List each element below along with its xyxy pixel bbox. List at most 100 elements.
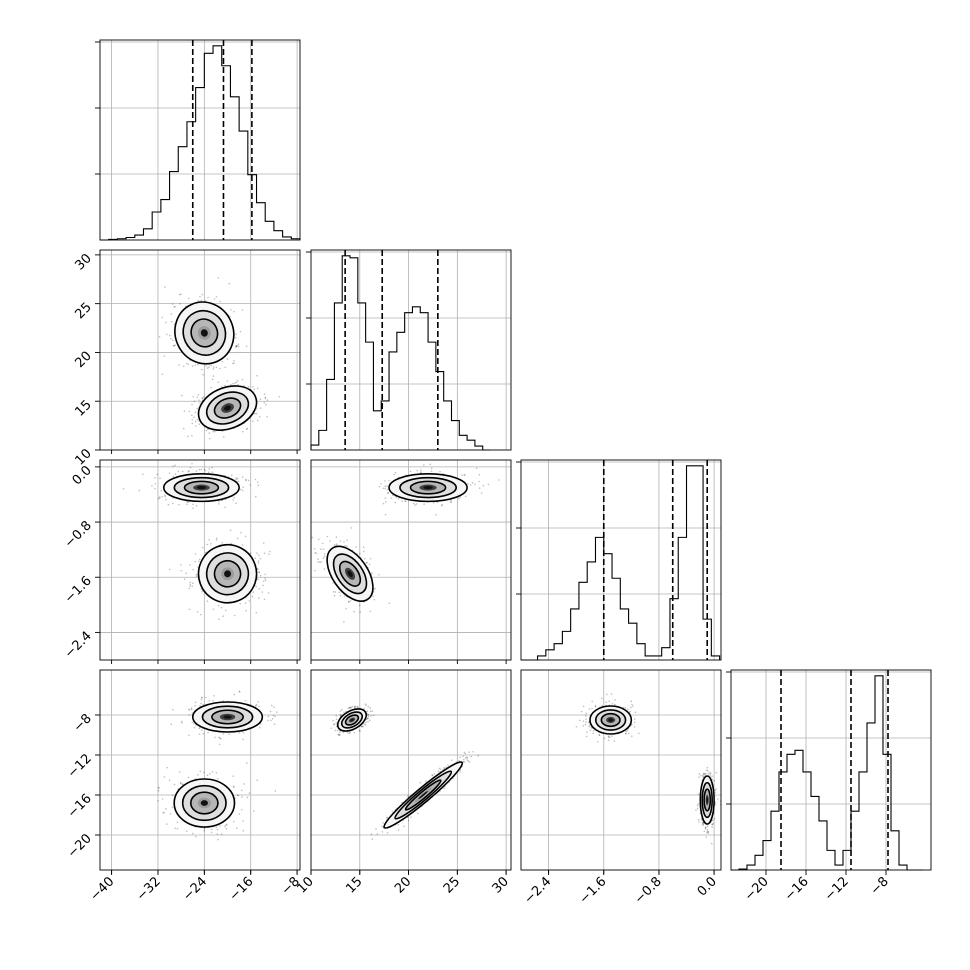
scatter-point bbox=[439, 768, 442, 771]
scatter-point bbox=[601, 705, 603, 707]
scatter-point bbox=[206, 774, 209, 777]
scatter-point bbox=[267, 592, 270, 594]
scatter-point bbox=[716, 798, 719, 800]
scatter-point bbox=[202, 703, 204, 706]
scatter-point bbox=[629, 710, 631, 713]
scatter-point bbox=[262, 542, 265, 544]
scatter-point bbox=[231, 362, 234, 365]
scatter-point bbox=[254, 412, 256, 415]
scatter-point bbox=[158, 335, 161, 338]
panel-frame bbox=[310, 249, 512, 451]
scatter-point bbox=[201, 397, 203, 400]
scatter-point bbox=[335, 718, 338, 721]
scatter-point bbox=[185, 830, 188, 833]
scatter-point bbox=[196, 407, 199, 410]
scatter-point bbox=[472, 750, 474, 753]
scatter-point bbox=[164, 286, 166, 288]
scatter-point bbox=[323, 555, 326, 558]
scatter-point bbox=[215, 296, 218, 298]
scatter-point bbox=[241, 378, 244, 381]
scatter-point bbox=[208, 699, 211, 702]
scatter-point bbox=[339, 710, 342, 712]
scatter-point bbox=[382, 487, 385, 490]
scatter-point bbox=[319, 561, 321, 563]
scatter-point bbox=[267, 715, 270, 718]
scatter-point bbox=[236, 345, 238, 347]
scatter-point bbox=[447, 764, 449, 766]
scatter-point bbox=[625, 730, 628, 733]
scatter-point bbox=[259, 407, 262, 409]
scatter-point bbox=[317, 538, 320, 541]
scatter-point bbox=[262, 580, 265, 582]
x-tick-label: 20 bbox=[392, 874, 414, 896]
scatter-point bbox=[348, 732, 350, 735]
scatter-point bbox=[360, 725, 363, 728]
scatter-point bbox=[226, 380, 229, 382]
scatter-point bbox=[468, 751, 470, 753]
x-tick-label: −12 bbox=[822, 874, 852, 904]
scatter-point bbox=[251, 420, 254, 422]
scatter-point bbox=[345, 710, 347, 713]
scatter-point bbox=[417, 812, 419, 815]
scatter-point bbox=[154, 477, 156, 479]
scatter-point bbox=[351, 705, 354, 708]
scatter-point bbox=[264, 579, 267, 582]
density-peak bbox=[224, 405, 232, 411]
scatter-point bbox=[592, 732, 594, 735]
scatter-point bbox=[467, 760, 470, 762]
scatter-point bbox=[367, 714, 370, 716]
scatter-point bbox=[378, 573, 380, 576]
scatter-point bbox=[441, 503, 444, 506]
scatter-point bbox=[258, 571, 260, 574]
scatter-point bbox=[338, 734, 341, 736]
density-peak bbox=[223, 715, 232, 719]
scatter-point bbox=[187, 363, 190, 366]
panel-frame bbox=[520, 459, 722, 661]
density-peak bbox=[200, 329, 208, 337]
scatter-point bbox=[606, 693, 608, 696]
scatter-point bbox=[239, 602, 241, 605]
scatter-point bbox=[384, 487, 386, 490]
contour-line bbox=[197, 544, 258, 604]
panel-frame bbox=[310, 459, 512, 661]
scatter-point bbox=[180, 563, 182, 566]
scatter-point bbox=[161, 373, 164, 376]
scatter-point bbox=[346, 539, 348, 542]
scatter-point bbox=[232, 775, 235, 777]
scatter-point bbox=[394, 471, 397, 474]
contour-line bbox=[197, 385, 258, 431]
scatter-point bbox=[269, 710, 272, 713]
scatter-point bbox=[257, 578, 259, 580]
scatter-point bbox=[211, 471, 214, 473]
scatter-point bbox=[172, 502, 174, 505]
scatter-point bbox=[256, 552, 258, 554]
scatter-point bbox=[344, 595, 346, 597]
scatter-point bbox=[215, 366, 218, 369]
scatter-point bbox=[386, 492, 389, 495]
scatter-point bbox=[203, 829, 206, 832]
scatter-point bbox=[270, 719, 272, 722]
scatter-point bbox=[217, 277, 220, 279]
scatter-point bbox=[369, 707, 372, 709]
scatter-point bbox=[226, 358, 229, 360]
contour-line bbox=[394, 770, 453, 820]
scatter-point bbox=[320, 548, 322, 551]
scatter-point bbox=[202, 771, 205, 774]
scatter-point bbox=[268, 553, 270, 555]
scatter-point bbox=[246, 427, 249, 430]
scatter-point bbox=[241, 789, 243, 792]
scatter-point bbox=[588, 725, 590, 728]
scatter-point bbox=[217, 838, 219, 841]
scatter-point bbox=[188, 501, 190, 503]
scatter-point bbox=[630, 700, 633, 703]
scatter-point bbox=[334, 729, 337, 732]
scatter-point bbox=[625, 732, 627, 735]
scatter-point bbox=[419, 781, 422, 784]
scatter-point bbox=[462, 755, 465, 758]
scatter-point bbox=[205, 429, 208, 432]
scatter-point bbox=[195, 835, 197, 838]
scatter-point bbox=[187, 776, 190, 779]
scatter-point bbox=[174, 305, 176, 308]
scatter-point bbox=[173, 783, 176, 786]
scatter-point bbox=[364, 724, 367, 726]
